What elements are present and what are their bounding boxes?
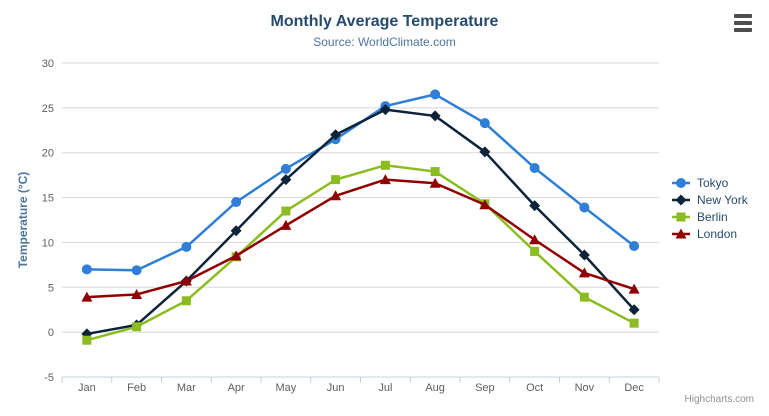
chart-subtitle: Source: WorldClimate.com — [313, 35, 456, 49]
x-axis-tick-label: Jul — [378, 382, 392, 394]
x-axis-tick-label: Sep — [475, 382, 495, 394]
hamburger-bar — [734, 28, 752, 32]
hamburger-bar — [734, 21, 752, 25]
data-point-marker[interactable] — [281, 206, 291, 216]
data-point-marker[interactable] — [230, 250, 242, 261]
data-point-marker[interactable] — [529, 200, 541, 212]
y-axis-tick-label: 5 — [48, 282, 54, 294]
series-berlin[interactable] — [82, 160, 639, 345]
data-point-marker[interactable] — [429, 177, 441, 188]
data-point-marker[interactable] — [280, 163, 291, 174]
data-point-marker[interactable] — [479, 118, 490, 129]
hamburger-bar — [734, 14, 752, 18]
y-axis-title: Temperature (°C) — [16, 172, 30, 269]
series-tokyo[interactable] — [81, 89, 640, 276]
data-point-marker[interactable] — [529, 234, 541, 245]
legend: Tokyo New York Berlin London — [672, 174, 748, 242]
square-legend-marker-icon — [672, 212, 690, 221]
hamburger-menu-icon[interactable] — [732, 12, 756, 34]
data-point-marker[interactable] — [629, 241, 640, 252]
plot-series-group: -5 0 5 10 15 20 25 30 Jan Feb Mar Apr May Jun Jul Aug Se… — [42, 58, 660, 394]
legend-label: London — [697, 226, 738, 241]
y-axis-tick-label: 20 — [42, 148, 54, 160]
y-axis-tick-label: 30 — [42, 58, 54, 70]
data-point-marker[interactable] — [81, 291, 93, 302]
data-point-marker[interactable] — [330, 190, 342, 201]
data-point-marker[interactable] — [629, 318, 639, 328]
x-axis-tick-label: Jan — [78, 382, 96, 394]
x-axis-tick-label: Oct — [526, 382, 543, 394]
y-axis-tick-label: 15 — [42, 193, 54, 205]
data-point-marker[interactable] — [180, 275, 192, 286]
data-point-marker[interactable] — [132, 322, 142, 332]
y-axis-tick-label: 0 — [48, 327, 54, 339]
circle-legend-marker-icon — [672, 177, 690, 188]
series-london[interactable] — [81, 174, 640, 302]
x-axis-tick-label: Apr — [228, 382, 245, 394]
y-axis-tick-label: -5 — [44, 372, 54, 384]
x-axis-tick-label: May — [275, 382, 296, 394]
data-point-marker[interactable] — [82, 335, 92, 345]
y-axis-tick-label: 10 — [42, 237, 54, 249]
data-point-marker[interactable] — [81, 264, 92, 275]
series-line[interactable] — [85, 178, 636, 299]
data-point-marker[interactable] — [579, 202, 590, 213]
data-point-marker[interactable] — [479, 199, 491, 210]
x-axis-tick-label: Nov — [575, 382, 595, 394]
data-point-marker[interactable] — [330, 129, 342, 141]
data-point-marker[interactable] — [578, 267, 590, 278]
data-point-marker[interactable] — [131, 265, 142, 276]
x-axis-tick-label: Aug — [425, 382, 445, 394]
data-point-marker[interactable] — [579, 292, 589, 302]
data-point-marker[interactable] — [131, 288, 143, 299]
data-point-marker[interactable] — [430, 167, 440, 177]
series-line[interactable] — [85, 164, 636, 342]
x-axis-tick-label: Jun — [327, 382, 345, 394]
diamond-legend-marker-icon — [672, 194, 690, 205]
series-line[interactable] — [85, 108, 636, 336]
data-point-marker[interactable] — [530, 246, 540, 256]
legend-item-london[interactable]: London — [672, 225, 748, 242]
legend-item-tokyo[interactable]: Tokyo — [672, 174, 748, 191]
data-point-marker[interactable] — [379, 104, 391, 116]
chart-title: Monthly Average Temperature — [270, 13, 499, 30]
series-new-york[interactable] — [81, 104, 640, 340]
data-point-marker[interactable] — [181, 241, 192, 252]
data-point-marker[interactable] — [628, 283, 640, 294]
data-point-marker[interactable] — [280, 219, 292, 230]
legend-label: New York — [697, 192, 748, 207]
x-axis-tick-label: Mar — [177, 382, 196, 394]
legend-item-new-york[interactable]: New York — [672, 191, 748, 208]
credits-link[interactable]: Highcharts.com — [684, 394, 754, 405]
data-point-marker[interactable] — [181, 296, 191, 306]
data-point-marker[interactable] — [379, 174, 391, 185]
data-point-marker[interactable] — [628, 304, 640, 316]
data-point-marker[interactable] — [331, 175, 341, 185]
legend-item-berlin[interactable]: Berlin — [672, 208, 748, 225]
data-point-marker[interactable] — [380, 160, 390, 170]
data-point-marker[interactable] — [479, 146, 491, 158]
data-point-marker[interactable] — [578, 249, 590, 261]
data-point-marker[interactable] — [231, 197, 242, 208]
legend-label: Tokyo — [697, 175, 729, 190]
x-axis-tick-label: Dec — [624, 382, 644, 394]
data-point-marker[interactable] — [429, 110, 441, 122]
data-point-marker[interactable] — [430, 89, 441, 100]
y-axis-tick-label: 25 — [42, 103, 54, 115]
series-line[interactable] — [85, 93, 636, 272]
x-axis-tick-label: Feb — [127, 382, 146, 394]
data-point-marker[interactable] — [280, 174, 292, 186]
data-point-marker[interactable] — [529, 162, 540, 173]
legend-label: Berlin — [697, 209, 728, 224]
data-point-marker[interactable] — [230, 225, 242, 237]
triangle-legend-marker-icon — [672, 228, 690, 238]
